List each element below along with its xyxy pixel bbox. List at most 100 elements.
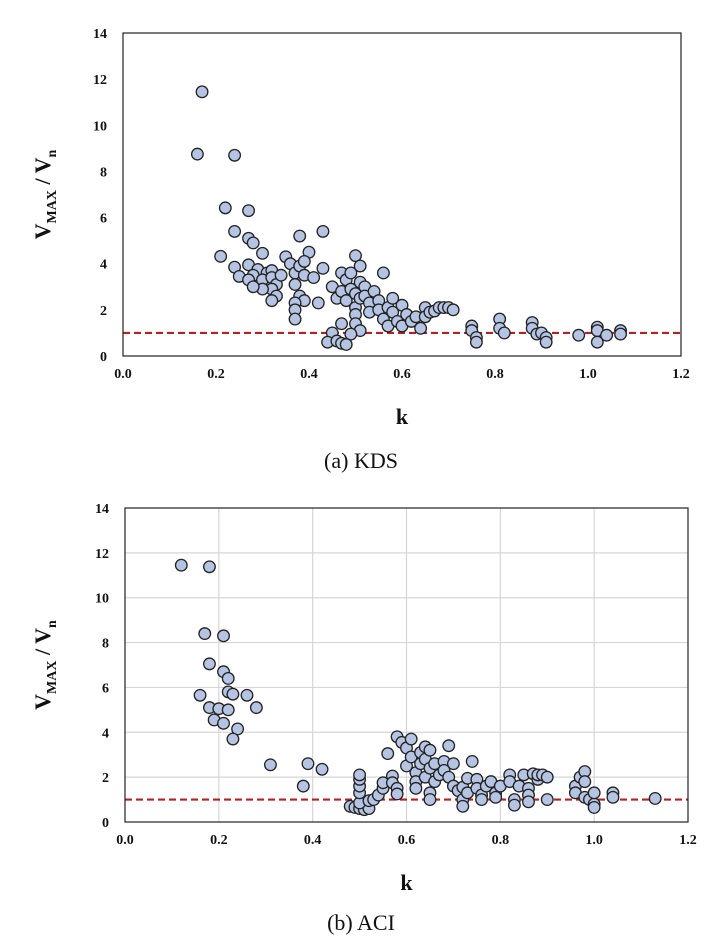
data-point (240, 688, 254, 702)
data-point (202, 560, 216, 574)
data-point (423, 793, 437, 807)
data-point (335, 317, 349, 331)
y-axis-title-part: n (45, 149, 60, 157)
y-tick-label: 14 (95, 502, 109, 517)
data-point (409, 781, 423, 795)
y-tick-label: 4 (102, 726, 109, 741)
data-point (293, 229, 307, 243)
data-point (263, 758, 277, 772)
figure-aci: 0.0 0.2 0.4 0.6 0.8 1.0 1.2 0 2 4 6 8 10 12 14 k VMAX / … (0, 476, 722, 952)
kds-scatter-chart: 0.0 0.2 0.4 0.6 0.8 1.0 1.2 0 2 4 6 8 10 12 14 k VMAX / … (30, 27, 690, 429)
y-tick-label: 10 (93, 119, 107, 134)
data-point (218, 201, 232, 215)
data-point (297, 254, 311, 268)
y-tick-label: 0 (100, 350, 107, 365)
data-point (344, 327, 358, 341)
data-point (307, 271, 321, 285)
data-point (648, 792, 662, 805)
y-tick-label: 2 (100, 304, 107, 319)
y-axis-title-part: MAX (45, 190, 60, 223)
figure-kds: 0.0 0.2 0.4 0.6 0.8 1.0 1.2 0 2 4 6 8 10 12 14 k VMAX / … (30, 27, 690, 473)
x-tick-label: 1.2 (672, 367, 690, 382)
data-point (572, 328, 586, 342)
x-tick-label: 0.6 (393, 367, 411, 382)
y-axis-title-part: MAX (45, 661, 60, 694)
y-axis-title-part: V (30, 223, 55, 239)
data-point (246, 236, 260, 250)
data-point (301, 757, 315, 771)
data-point (339, 294, 353, 308)
y-axis-title-part: n (45, 620, 60, 628)
data-point (442, 739, 456, 753)
y-axis-title-part: V (30, 694, 55, 710)
x-tick-label: 0.4 (300, 367, 318, 382)
data-point (578, 775, 592, 789)
x-tick-label: 0.0 (116, 833, 134, 848)
data-point (193, 688, 207, 702)
data-point (349, 249, 362, 263)
data-point (316, 261, 330, 275)
data-point (456, 799, 470, 813)
caption-aci: (b) ACI (327, 910, 395, 935)
caption-kds: (a) KDS (324, 448, 398, 473)
data-point (507, 798, 521, 812)
data-point (339, 338, 353, 351)
data-point (249, 701, 263, 715)
data-point (590, 335, 604, 349)
data-point (600, 328, 614, 342)
data-point (423, 743, 437, 757)
data-point (386, 291, 400, 305)
data-point (198, 627, 212, 641)
data-point (606, 790, 620, 804)
data-point (228, 224, 242, 238)
data-point (221, 703, 235, 717)
data-point (522, 795, 535, 809)
y-tick-label: 10 (95, 592, 109, 607)
data-point (475, 793, 489, 807)
data-point (446, 303, 460, 317)
y-tick-label: 0 (102, 816, 109, 831)
data-point (614, 327, 628, 341)
data-point (228, 148, 242, 162)
data-point (217, 629, 230, 643)
y-tick-label: 6 (100, 212, 107, 227)
x-tick-label: 0.8 (492, 833, 510, 848)
y-tick-label: 6 (102, 681, 109, 696)
y-tick-label: 12 (93, 73, 107, 88)
y-axis-title: VMAX / Vn (30, 149, 60, 239)
data-point (214, 249, 228, 263)
data-point (404, 732, 418, 746)
aci-scatter-chart: 0.0 0.2 0.4 0.6 0.8 1.0 1.2 0 2 4 6 8 10 12 14 k VMAX / … (30, 502, 697, 895)
y-tick-label: 12 (95, 547, 109, 562)
data-point (446, 757, 460, 771)
x-tick-label: 1.0 (579, 367, 597, 382)
x-tick-label: 1.2 (679, 833, 697, 848)
data-point (221, 672, 235, 685)
y-tick-label: 4 (100, 258, 107, 273)
data-point (311, 296, 325, 310)
data-point (489, 790, 503, 804)
x-tick-label: 0.2 (210, 833, 228, 848)
data-point (316, 224, 330, 238)
y-axis-title-part: / V (30, 157, 55, 190)
data-point (587, 800, 601, 814)
data-point (242, 204, 256, 218)
data-point (288, 278, 302, 291)
data-point (226, 687, 240, 701)
plot-frame (122, 32, 682, 357)
x-tick-label: 1.0 (585, 833, 603, 848)
data-point (376, 266, 390, 280)
data-point (414, 321, 428, 335)
data-point (390, 787, 404, 801)
data-point (226, 732, 240, 746)
data-point (202, 657, 216, 671)
data-point (246, 280, 260, 294)
x-axis-title: k (400, 870, 413, 895)
data-point (587, 786, 601, 800)
data-point (539, 335, 553, 349)
x-tick-label: 0.2 (207, 367, 225, 382)
x-tick-label: 0.4 (304, 833, 322, 848)
data-point (195, 85, 209, 99)
data-point (190, 147, 204, 161)
data-point (256, 246, 269, 260)
